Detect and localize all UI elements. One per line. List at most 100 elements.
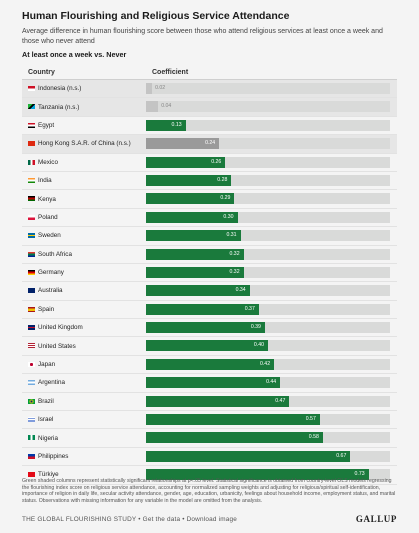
bar [146, 230, 241, 242]
value-label: 0.24 [205, 140, 216, 147]
germany-flag-icon [28, 269, 35, 275]
value-label: 0.28 [217, 176, 228, 183]
bar [146, 414, 320, 426]
value-label: 0.13 [171, 121, 182, 128]
value-label: 0.26 [211, 158, 222, 165]
value-label: 0.40 [253, 342, 264, 349]
bar [146, 358, 275, 370]
chart-row: India 0.28 [22, 172, 397, 191]
kenya-flag-icon [28, 196, 35, 202]
country-label: Türkiye [38, 471, 59, 479]
chart-row: United States 0.40 [22, 337, 397, 356]
footer-bar: THE GLOBAL FLOURISHING STUDY • Get the d… [22, 514, 397, 524]
value-label: 0.29 [220, 195, 231, 202]
bar-track: 0.24 [146, 138, 390, 150]
coefficient-column-header: Coefficient [152, 68, 189, 76]
bar [146, 303, 259, 315]
chart-row: Philippines 0.67 [22, 448, 397, 467]
australia-flag-icon [28, 288, 35, 294]
bar-track: 0.29 [146, 193, 390, 205]
bar-track: 0.57 [146, 414, 390, 426]
chart-row: Tanzania (n.s.) 0.04 [22, 98, 397, 117]
chart-row: Brazil 0.47 [22, 393, 397, 412]
bar-track: 0.32 [146, 266, 390, 278]
sweden-flag-icon [28, 233, 35, 239]
value-label: 0.42 [259, 360, 271, 367]
argentina-flag-icon [28, 380, 35, 386]
value-label: 0.32 [229, 268, 240, 275]
philippines-flag-icon [28, 453, 35, 459]
bar-track: 0.13 [146, 119, 390, 131]
bar [146, 285, 250, 297]
value-label: 0.44 [266, 379, 277, 386]
bar-track: 0.44 [146, 377, 390, 389]
bar-track: 0.40 [146, 340, 390, 352]
chart-row: United Kingdom 0.39 [22, 319, 397, 338]
value-label: 0.67 [336, 452, 347, 459]
bar [146, 138, 220, 150]
israel-flag-icon [28, 417, 35, 423]
bar [146, 156, 226, 168]
country-label: Sweden [38, 232, 61, 240]
chart-row: Japan 0.42 [22, 356, 397, 375]
bar-track: 0.04 [146, 101, 390, 113]
united-kingdom-flag-icon [28, 325, 35, 331]
bar [146, 211, 238, 223]
country-label: Spain [38, 305, 55, 313]
bar [146, 377, 281, 389]
hong-kong-flag-icon [28, 141, 35, 147]
bar [146, 395, 290, 407]
bar [146, 193, 235, 205]
chart-rows: Indonesia (n.s.) 0.02 Tanzania (n.s.) 0.04 E… [22, 80, 397, 485]
country-label: Indonesia (n.s.) [38, 85, 82, 93]
country-label: Hong Kong S.A.R. of China (n.s.) [38, 140, 131, 148]
country-label: Australia [38, 287, 63, 295]
poland-flag-icon [28, 214, 35, 220]
bar-track: 0.37 [146, 303, 390, 315]
egypt-flag-icon [28, 122, 35, 128]
bar [146, 101, 159, 113]
japan-flag-icon [28, 361, 35, 367]
value-label: 0.37 [244, 305, 255, 312]
value-label: 0.31 [226, 232, 237, 239]
bar-track: 0.32 [146, 248, 390, 260]
bar-track: 0.34 [146, 285, 390, 297]
bar-chart: Country Coefficient Indonesia (n.s.) 0.02… [22, 65, 397, 485]
gallup-logo: GALLUP [355, 514, 397, 524]
bar [146, 450, 351, 462]
chart-title: Human Flourishing and Religious Service … [22, 10, 290, 22]
chart-row: South Africa 0.32 [22, 246, 397, 264]
value-label: 0.34 [235, 287, 246, 294]
source-line: THE GLOBAL FLOURISHING STUDY • Get the d… [22, 515, 238, 523]
chart-row: Türkiye 0.73 [22, 466, 397, 485]
country-label: Kenya [38, 195, 56, 203]
country-label: Israel [38, 416, 54, 424]
chart-subtitle: Average difference in human flourishing … [22, 28, 383, 45]
country-label: Nigeria [38, 434, 58, 442]
country-label: Egypt [38, 121, 55, 129]
chart-row: Egypt 0.13 [22, 117, 397, 136]
bar [146, 174, 232, 186]
turkiye-flag-icon [28, 472, 35, 478]
bar-track: 0.26 [146, 156, 390, 168]
spain-flag-icon [28, 306, 35, 312]
value-label: 0.47 [275, 397, 286, 404]
value-label: 0.39 [250, 324, 261, 331]
column-header-row: Country Coefficient [22, 65, 397, 80]
bar [146, 83, 153, 94]
bar [146, 266, 244, 278]
footnote: Green shaded columns represent statistic… [22, 478, 396, 504]
country-label: United States [38, 342, 76, 350]
indonesia-flag-icon [28, 86, 35, 91]
value-label: 0.32 [229, 250, 240, 257]
country-label: India [38, 177, 52, 185]
chart-row: Argentina 0.44 [22, 374, 397, 393]
country-label: Germany [38, 269, 64, 277]
bar [146, 322, 265, 334]
tanzania-flag-icon [28, 104, 35, 110]
chart-row: Spain 0.37 [22, 301, 397, 320]
mexico-flag-icon [28, 159, 35, 165]
brazil-flag-icon [28, 398, 35, 404]
chart-row: Mexico 0.26 [22, 154, 397, 172]
value-label: 0.58 [308, 434, 319, 441]
